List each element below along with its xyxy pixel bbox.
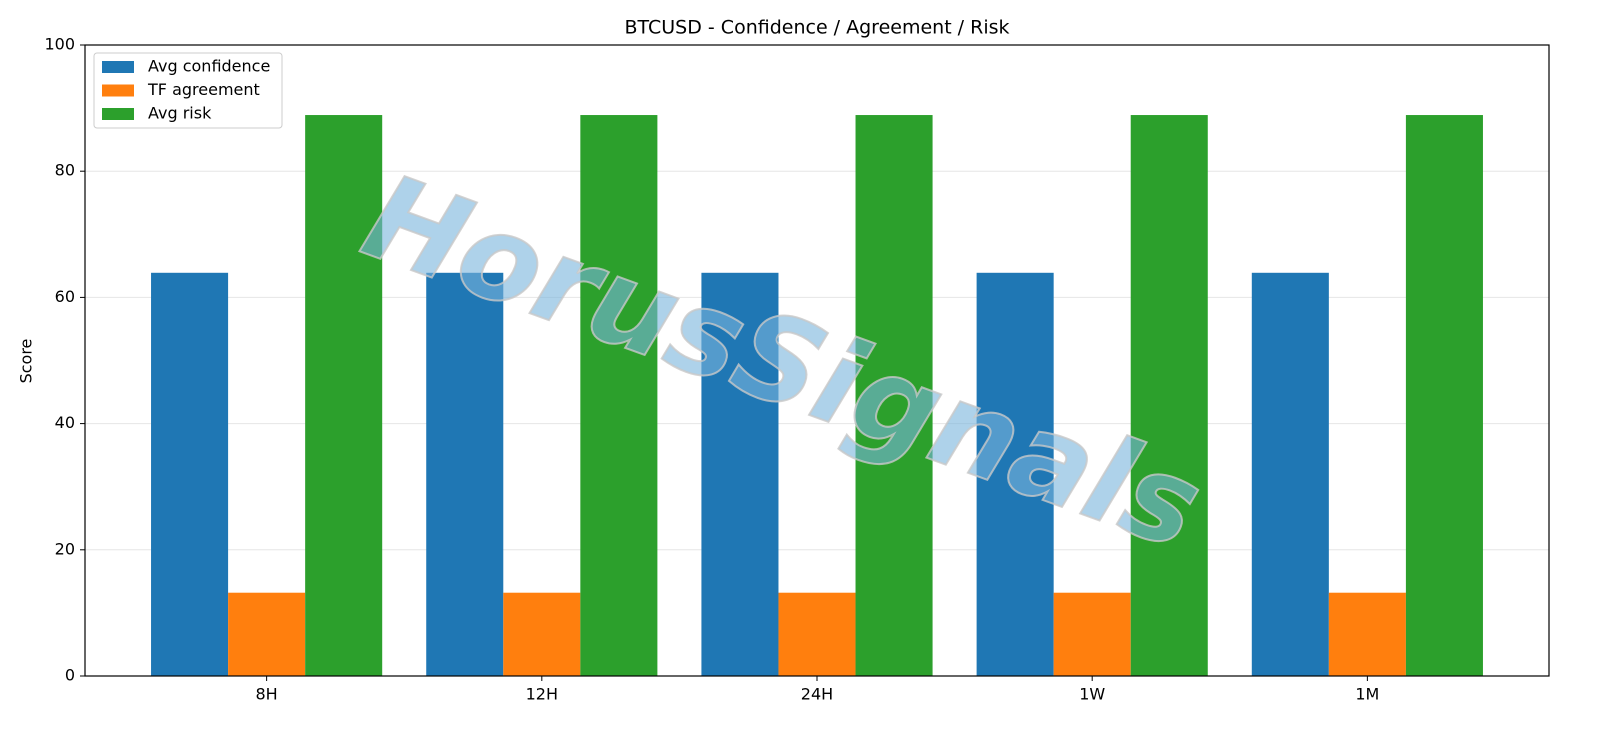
bar — [976, 272, 1054, 676]
y-axis-label: Score — [17, 339, 36, 384]
bar — [426, 272, 504, 676]
legend-swatch — [102, 108, 134, 120]
bar — [228, 592, 306, 676]
bar — [701, 272, 779, 676]
legend-box — [93, 52, 283, 129]
y-tick-label: 60 — [55, 287, 75, 306]
x-tick-label: 8H — [256, 685, 278, 704]
legend-label: Avg confidence — [148, 57, 270, 76]
bar — [855, 115, 933, 676]
bar — [151, 272, 229, 676]
bar — [1130, 115, 1208, 676]
bar — [1328, 592, 1406, 676]
x-tick-label: 12H — [526, 685, 558, 704]
y-tick-label: 80 — [55, 161, 75, 180]
x-tick-label: 1M — [1355, 685, 1379, 704]
bar — [580, 115, 658, 676]
bar — [778, 592, 856, 676]
plot-frame — [84, 44, 1550, 677]
legend-swatch — [102, 61, 134, 73]
legend-label: TF agreement — [147, 80, 260, 99]
bar — [1405, 115, 1483, 676]
legend-swatch — [102, 84, 134, 97]
legend-label: Avg risk — [148, 104, 212, 123]
bar — [503, 592, 581, 676]
bar — [1053, 592, 1131, 676]
x-tick-label: 1W — [1079, 685, 1105, 704]
chart-title: BTCUSD - Confidence / Agreement / Risk — [624, 17, 1009, 39]
legend: Avg confidence TF agreement Avg risk — [93, 52, 283, 129]
y-tick-label: 40 — [55, 413, 75, 432]
bar — [305, 115, 383, 676]
y-tick-label: 0 — [65, 666, 75, 685]
y-tick-label: 100 — [44, 35, 75, 54]
y-tick-label: 20 — [55, 539, 75, 558]
x-tick-label: 24H — [801, 685, 833, 704]
bar — [1251, 272, 1329, 676]
